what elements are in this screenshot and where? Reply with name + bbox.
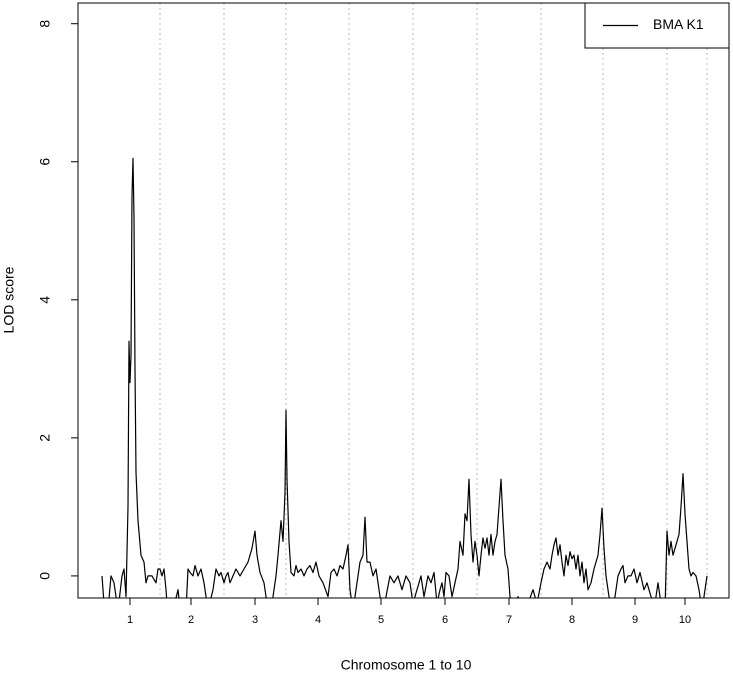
- x-tick-label: 2: [188, 614, 194, 626]
- data-line: [101, 157, 708, 598]
- y-tick-label: 8: [37, 20, 53, 28]
- y-tick-label: 0: [37, 572, 53, 580]
- x-tick-label: 6: [442, 614, 448, 626]
- plot-frame: [77, 2, 730, 599]
- legend-label: BMA K1: [653, 16, 704, 32]
- x-axis-label: Chromosome 1 to 10: [341, 657, 472, 673]
- x-tick-label: 8: [569, 614, 575, 626]
- y-tick-label: 6: [37, 158, 53, 166]
- y-axis-label: LOD score: [1, 266, 17, 333]
- legend: BMA K1: [584, 2, 730, 49]
- y-tick-label: 2: [37, 434, 53, 442]
- x-tick-label: 10: [679, 614, 691, 626]
- plot-layer: [101, 157, 708, 598]
- y-tick-label: 4: [37, 296, 53, 304]
- grid-layer: [159, 3, 708, 598]
- x-tick-label: 5: [378, 614, 384, 626]
- axes-layer: 0 2 4 6 8 1 2 3 4 5 6 7 8 9 10: [37, 20, 691, 626]
- x-tick-label: 3: [252, 614, 258, 626]
- x-tick-label: 1: [127, 614, 133, 626]
- x-tick-label: 4: [315, 614, 321, 626]
- x-tick-label: 9: [632, 614, 638, 626]
- x-tick-label: 7: [506, 614, 512, 626]
